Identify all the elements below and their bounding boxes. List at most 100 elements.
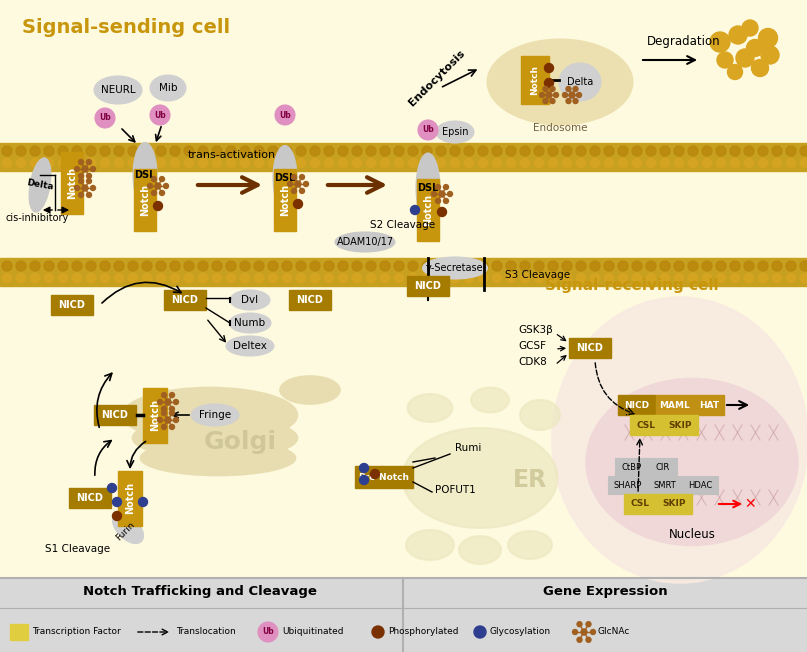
Circle shape bbox=[78, 173, 83, 179]
Circle shape bbox=[586, 637, 591, 642]
Circle shape bbox=[562, 273, 571, 282]
Text: ✕: ✕ bbox=[744, 497, 756, 511]
Circle shape bbox=[161, 424, 166, 430]
Circle shape bbox=[604, 158, 613, 168]
Circle shape bbox=[801, 158, 807, 168]
Text: Gene Expression: Gene Expression bbox=[542, 585, 667, 599]
Circle shape bbox=[82, 185, 88, 191]
Bar bbox=[630, 415, 662, 435]
Circle shape bbox=[282, 261, 292, 271]
Circle shape bbox=[324, 261, 334, 271]
Circle shape bbox=[153, 201, 162, 211]
Text: S1 Cleavage: S1 Cleavage bbox=[45, 544, 111, 554]
Circle shape bbox=[618, 261, 628, 271]
Circle shape bbox=[772, 273, 781, 282]
Circle shape bbox=[353, 158, 362, 168]
Circle shape bbox=[633, 273, 642, 282]
Circle shape bbox=[562, 158, 571, 168]
Circle shape bbox=[164, 183, 169, 188]
Circle shape bbox=[30, 146, 40, 156]
Text: ER: ER bbox=[513, 468, 547, 492]
Circle shape bbox=[569, 92, 575, 98]
Text: HDAC: HDAC bbox=[688, 481, 712, 490]
Bar bbox=[289, 290, 331, 310]
Circle shape bbox=[212, 261, 222, 271]
Bar bbox=[51, 295, 93, 315]
Bar bbox=[94, 405, 136, 425]
Circle shape bbox=[576, 261, 586, 271]
Circle shape bbox=[170, 158, 179, 168]
Bar bbox=[694, 395, 724, 415]
Circle shape bbox=[128, 273, 137, 282]
Circle shape bbox=[324, 158, 333, 168]
Circle shape bbox=[212, 158, 221, 168]
Circle shape bbox=[554, 93, 558, 98]
Circle shape bbox=[86, 173, 91, 179]
Circle shape bbox=[590, 261, 600, 271]
Circle shape bbox=[294, 200, 303, 209]
Circle shape bbox=[591, 629, 596, 634]
Circle shape bbox=[30, 261, 40, 271]
Text: Notch: Notch bbox=[423, 194, 433, 226]
Circle shape bbox=[800, 261, 807, 271]
Ellipse shape bbox=[508, 531, 552, 559]
Circle shape bbox=[240, 158, 249, 168]
Circle shape bbox=[688, 273, 697, 282]
Bar bbox=[0, 258, 807, 286]
Circle shape bbox=[295, 181, 301, 187]
Circle shape bbox=[100, 261, 110, 271]
Circle shape bbox=[86, 179, 91, 184]
Circle shape bbox=[507, 158, 516, 168]
Circle shape bbox=[576, 93, 582, 98]
Circle shape bbox=[744, 261, 754, 271]
Circle shape bbox=[311, 158, 320, 168]
Circle shape bbox=[478, 261, 488, 271]
Text: Mib: Mib bbox=[159, 83, 178, 93]
Circle shape bbox=[86, 261, 96, 271]
Circle shape bbox=[157, 273, 165, 282]
Circle shape bbox=[591, 273, 600, 282]
Text: Deltex: Deltex bbox=[233, 341, 267, 351]
Circle shape bbox=[112, 512, 122, 520]
Ellipse shape bbox=[229, 313, 271, 333]
Circle shape bbox=[660, 146, 670, 156]
Circle shape bbox=[296, 273, 306, 282]
Circle shape bbox=[359, 464, 369, 473]
Circle shape bbox=[169, 411, 174, 415]
Circle shape bbox=[366, 158, 375, 168]
Ellipse shape bbox=[230, 290, 270, 310]
Ellipse shape bbox=[406, 530, 454, 560]
Text: NICD: NICD bbox=[172, 295, 199, 305]
Text: CtBP: CtBP bbox=[622, 462, 642, 471]
Circle shape bbox=[156, 146, 166, 156]
Circle shape bbox=[408, 158, 417, 168]
Circle shape bbox=[772, 158, 781, 168]
Circle shape bbox=[296, 158, 306, 168]
Text: Epsin: Epsin bbox=[441, 127, 468, 137]
Text: DSL: DSL bbox=[134, 170, 156, 180]
Bar bbox=[656, 494, 692, 514]
Circle shape bbox=[450, 261, 460, 271]
Text: Furin: Furin bbox=[114, 520, 136, 542]
Text: Rumi: Rumi bbox=[455, 443, 481, 453]
Circle shape bbox=[576, 146, 586, 156]
Circle shape bbox=[688, 261, 698, 271]
Ellipse shape bbox=[273, 145, 297, 211]
Circle shape bbox=[72, 261, 82, 271]
Text: POFUT1: POFUT1 bbox=[435, 485, 475, 495]
Circle shape bbox=[86, 146, 96, 156]
Circle shape bbox=[73, 158, 82, 168]
Circle shape bbox=[101, 273, 110, 282]
Circle shape bbox=[366, 146, 376, 156]
Circle shape bbox=[418, 120, 438, 140]
Circle shape bbox=[562, 146, 572, 156]
Text: GSK3β: GSK3β bbox=[518, 325, 553, 335]
Bar bbox=[118, 471, 142, 526]
Circle shape bbox=[170, 261, 180, 271]
Circle shape bbox=[736, 49, 754, 67]
Ellipse shape bbox=[487, 40, 633, 125]
Circle shape bbox=[169, 406, 174, 411]
Circle shape bbox=[199, 158, 207, 168]
Circle shape bbox=[142, 146, 152, 156]
Circle shape bbox=[492, 146, 502, 156]
